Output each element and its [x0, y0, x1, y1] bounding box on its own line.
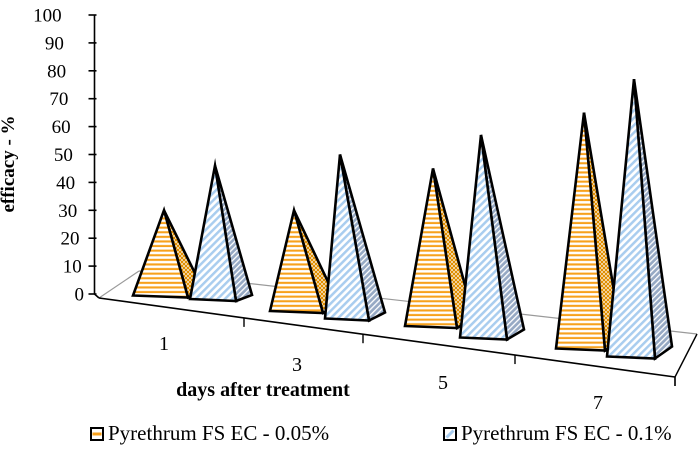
pyramid-day7-series-01-front-face [605, 79, 657, 360]
y-tick-label: 50 [54, 145, 73, 166]
y-tick-label: 60 [52, 117, 71, 138]
y-tick-label: 30 [58, 201, 77, 222]
legend-item-pyrethrum-01: Pyrethrum FS EC - 0.1% [443, 421, 672, 446]
x-tick-label: 7 [593, 392, 603, 414]
pyramid-day1-series-005-front-face [131, 206, 190, 299]
x-axis: 1 3 5 7 days after treatment [98, 297, 676, 414]
y-tick-label: 0 [75, 285, 85, 306]
pyramid-day5-series-01-front-face [458, 134, 509, 341]
y-tick-label: 70 [49, 89, 68, 110]
pyramid-day1-series-01 [188, 157, 254, 303]
y-tick-label: 100 [33, 6, 62, 27]
pyramid-day3-series-005-front-face [268, 205, 325, 315]
x-axis-title: days after treatment [176, 379, 350, 401]
pyramid-day7-series-005-front-face [554, 112, 607, 352]
pyramid-day3-series-01-front-face [323, 154, 371, 322]
y-tick-label: 90 [45, 33, 64, 54]
pyramid-day1-series-01-front-face [188, 157, 238, 303]
y-axis-title: efficacy - % [0, 115, 19, 212]
pyramid-day5-series-005-front-face [403, 168, 459, 330]
legend-label-pyrethrum-005: Pyrethrum FS EC - 0.05% [108, 421, 330, 445]
pyramid-day5-series-01 [458, 134, 526, 342]
pyramid-day3-series-01 [323, 154, 387, 323]
x-tick-label: 1 [159, 333, 169, 355]
y-tick-label: 20 [61, 229, 80, 250]
y-axis-line [93, 15, 100, 299]
legend-marker-orange-icon [90, 426, 104, 441]
x-tick-label: 3 [292, 354, 302, 376]
x-axis-line [98, 297, 676, 378]
floor-right-edge [674, 333, 698, 378]
y-tick-label: 80 [47, 61, 66, 82]
x-tick-label: 5 [438, 372, 448, 394]
y-axis: 0 10 20 30 40 50 60 70 80 90 100 efficacy - % [0, 6, 100, 306]
legend-item-pyrethrum-005: Pyrethrum FS EC - 0.05% [90, 421, 329, 446]
y-tick-label: 10 [63, 257, 82, 278]
pyramid-day7-series-01 [605, 78, 674, 361]
y-tick-label: 40 [56, 173, 75, 194]
legend-marker-blue-icon [443, 426, 457, 441]
floor-left-edge [98, 270, 140, 299]
legend-label-pyrethrum-01: Pyrethrum FS EC - 0.1% [461, 421, 672, 445]
